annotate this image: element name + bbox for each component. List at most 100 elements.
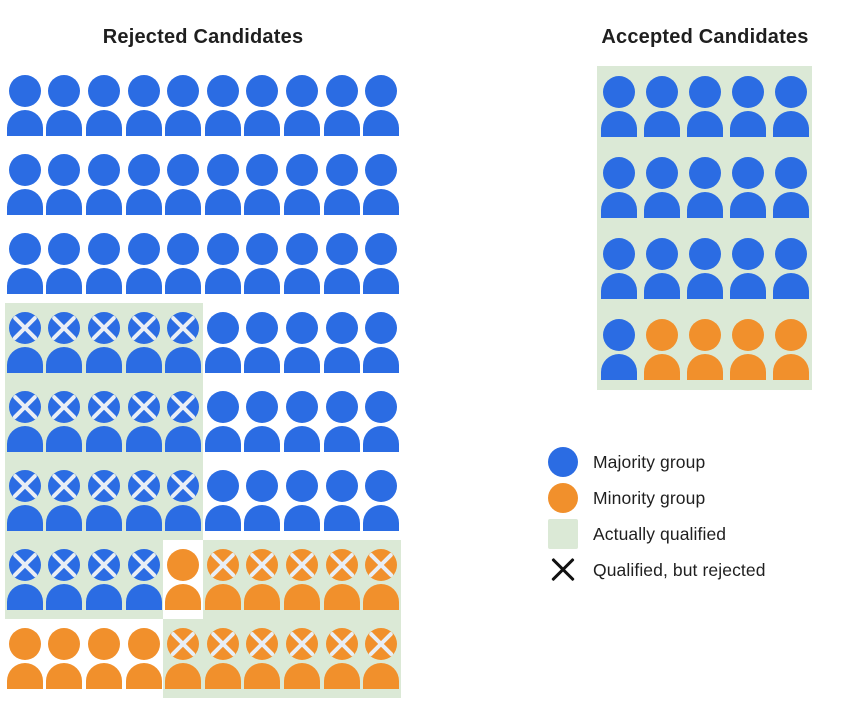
person-icon-majority-qualified-rejected-x (165, 470, 202, 531)
person-icon-majority (363, 154, 400, 215)
accepted-cell-r2c1 (597, 147, 640, 228)
person-body (46, 347, 83, 373)
person-head (774, 238, 807, 270)
person-body (85, 268, 122, 294)
person-body (46, 584, 83, 610)
person-body (363, 347, 400, 373)
person-head (645, 319, 678, 351)
person-body (686, 111, 723, 137)
person-body (729, 354, 766, 380)
rejected-cell-r5c7 (243, 382, 283, 461)
person-head (285, 312, 318, 344)
person-body (204, 110, 241, 136)
rejected-cell-r2c8 (282, 145, 322, 224)
rejected-cell-r5c10 (361, 382, 401, 461)
rejected-cell-r2c3 (84, 145, 124, 224)
person-head (731, 76, 764, 108)
person-head (127, 233, 160, 265)
person-icon-majority-qualified (686, 238, 723, 299)
person-icon-majority (323, 470, 360, 531)
legend-label: Actually qualified (593, 523, 727, 544)
rejected-cell-r6c8 (282, 461, 322, 540)
person-head (246, 312, 279, 344)
accepted-cell-r4c2 (640, 309, 683, 390)
person-head (602, 319, 635, 351)
rejected-cell-r8c6 (202, 619, 243, 698)
person-body (283, 347, 320, 373)
person-body (125, 110, 162, 136)
person-head (731, 157, 764, 189)
person-body (363, 426, 400, 452)
person-body (323, 268, 360, 294)
person-head (365, 75, 398, 107)
person-icon-majority-qualified (772, 76, 809, 137)
person-head (688, 76, 721, 108)
person-icon-majority-qualified (686, 76, 723, 137)
person-icon-majority-qualified-rejected-x (85, 391, 122, 452)
person-icon-majority-qualified-rejected-x (46, 549, 83, 610)
accepted-candidates-title: Accepted Candidates (601, 26, 809, 48)
person-body (244, 584, 281, 610)
person-head (602, 76, 635, 108)
person-body (323, 189, 360, 215)
rejected-cell-r4c2 (44, 303, 85, 382)
rejected-cell-r4c7 (243, 303, 283, 382)
person-body (165, 426, 202, 452)
person-icon-majority (204, 154, 241, 215)
person-head (365, 470, 398, 502)
person-icon-majority-qualified-rejected-x (125, 470, 162, 531)
person-body (283, 505, 320, 531)
person-body (686, 273, 723, 299)
person-icon-majority (283, 391, 320, 452)
rejected-cell-r7c1 (5, 540, 45, 619)
person-icon-majority (46, 154, 83, 215)
rejected-cell-r1c7 (243, 66, 283, 145)
person-icon-majority (125, 233, 162, 294)
person-body (204, 584, 241, 610)
person-body (244, 189, 281, 215)
person-icon-majority (6, 233, 43, 294)
rejected-cell-r1c9 (322, 66, 362, 145)
person-icon-majority-qualified (729, 238, 766, 299)
rejected-cell-r6c9 (322, 461, 362, 540)
legend-item-square-qualified: Actually qualified (548, 519, 766, 549)
rejected-cell-r4c8 (282, 303, 322, 382)
rejected-cell-r7c7 (242, 540, 283, 619)
person-body (204, 347, 241, 373)
accepted-cell-r4c1 (597, 309, 640, 390)
person-icon-majority (125, 154, 162, 215)
rejected-cell-r5c5 (163, 382, 203, 461)
person-icon-majority (85, 154, 122, 215)
person-icon-minority-qualified-rejected-x (204, 628, 241, 689)
person-head (87, 75, 120, 107)
person-body (46, 189, 83, 215)
rejected-cell-r4c1 (5, 303, 45, 382)
person-body (204, 268, 241, 294)
person-body (283, 663, 320, 689)
person-body (643, 354, 680, 380)
rejected-cell-r6c2 (44, 461, 85, 540)
person-head (206, 233, 239, 265)
rejected-cell-r3c1 (5, 224, 45, 303)
person-icon-majority (244, 391, 281, 452)
rejected-cell-r2c7 (243, 145, 283, 224)
x-mark-icon (548, 555, 578, 585)
person-head (48, 628, 81, 660)
person-head (688, 319, 721, 351)
rejected-cell-r3c10 (361, 224, 401, 303)
person-body (323, 505, 360, 531)
person-icon-majority-qualified-rejected-x (125, 312, 162, 373)
person-body (323, 663, 360, 689)
person-head (285, 233, 318, 265)
person-head (731, 238, 764, 270)
person-icon-majority-qualified (772, 157, 809, 218)
person-icon-majority-qualified (729, 157, 766, 218)
person-body (323, 110, 360, 136)
person-head (87, 628, 120, 660)
person-icon-majority-qualified (686, 157, 723, 218)
person-icon-majority (6, 154, 43, 215)
person-icon-majority-qualified-rejected-x (46, 470, 83, 531)
rejected-cell-r8c10 (361, 619, 401, 698)
rejected-cell-r6c10 (361, 461, 401, 540)
rejected-cell-r5c9 (322, 382, 362, 461)
